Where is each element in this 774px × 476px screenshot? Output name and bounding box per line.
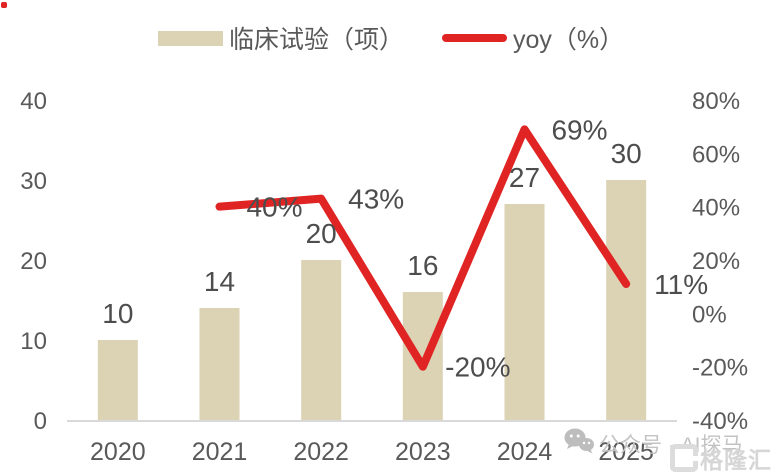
bar-2020 bbox=[97, 340, 138, 421]
bar-2023 bbox=[402, 292, 443, 421]
gelonghui-logo: 格隆汇 bbox=[670, 441, 772, 475]
right-axis-tick-20%: 20% bbox=[692, 248, 740, 275]
legend-bar-swatch bbox=[158, 30, 223, 46]
bar-2021 bbox=[199, 308, 240, 421]
right-axis-tick-40%: 40% bbox=[692, 195, 740, 222]
bar-value-label-2025: 30 bbox=[611, 138, 642, 169]
yoy-line bbox=[215, 125, 631, 371]
right-axis-tick--20%: -20% bbox=[692, 355, 748, 382]
bar-value-label-2022: 20 bbox=[306, 218, 337, 249]
bar-value-label-2024: 27 bbox=[509, 162, 540, 193]
legend-line-label: yoy（%） bbox=[513, 26, 625, 54]
bar-value-label-2020: 10 bbox=[102, 298, 133, 329]
left-axis-tick-10: 10 bbox=[20, 328, 47, 355]
bar-2025 bbox=[606, 180, 647, 421]
bar-value-label-2023: 16 bbox=[407, 250, 438, 281]
legend-bar-label: 临床试验（项） bbox=[229, 26, 405, 54]
left-axis-tick-40: 40 bbox=[20, 88, 47, 115]
yoy-value-label-2024: 69% bbox=[551, 114, 607, 145]
right-axis-tick--40%: -40% bbox=[692, 408, 748, 435]
right-axis-tick-80%: 80% bbox=[692, 88, 740, 115]
x-axis-label-2021: 2021 bbox=[192, 438, 248, 466]
bar-2022 bbox=[301, 260, 342, 421]
x-axis-label-2020: 2020 bbox=[90, 438, 146, 466]
gelonghui-logo-icon bbox=[670, 444, 698, 472]
yoy-value-label-2021: 40% bbox=[246, 192, 302, 223]
wechat-icon bbox=[564, 428, 594, 454]
right-axis-tick-0%: 0% bbox=[692, 301, 727, 328]
left-axis-tick-0: 0 bbox=[34, 408, 47, 435]
yoy-value-label-2025: 11% bbox=[654, 269, 708, 300]
x-axis-label-2024: 2024 bbox=[497, 438, 553, 466]
x-axis-label-2022: 2022 bbox=[293, 438, 349, 466]
bar-value-label-2021: 14 bbox=[204, 266, 235, 297]
left-axis-tick-30: 30 bbox=[20, 168, 47, 195]
yoy-value-label-2023: -20% bbox=[445, 352, 510, 383]
x-axis-label-2025: 2025 bbox=[598, 438, 654, 466]
legend-line-swatch bbox=[442, 34, 508, 42]
yoy-value-label-2022: 43% bbox=[348, 184, 404, 215]
left-axis-tick-20: 20 bbox=[20, 248, 47, 275]
corner-red-mark bbox=[1, 2, 7, 8]
right-axis-tick-60%: 60% bbox=[692, 141, 740, 168]
bar-2024 bbox=[504, 204, 545, 421]
chart-legend: 临床试验（项） yoy（%） bbox=[158, 23, 625, 54]
gelonghui-logo-text: 格隆汇 bbox=[700, 447, 772, 473]
x-axis-label-2023: 2023 bbox=[395, 438, 451, 466]
